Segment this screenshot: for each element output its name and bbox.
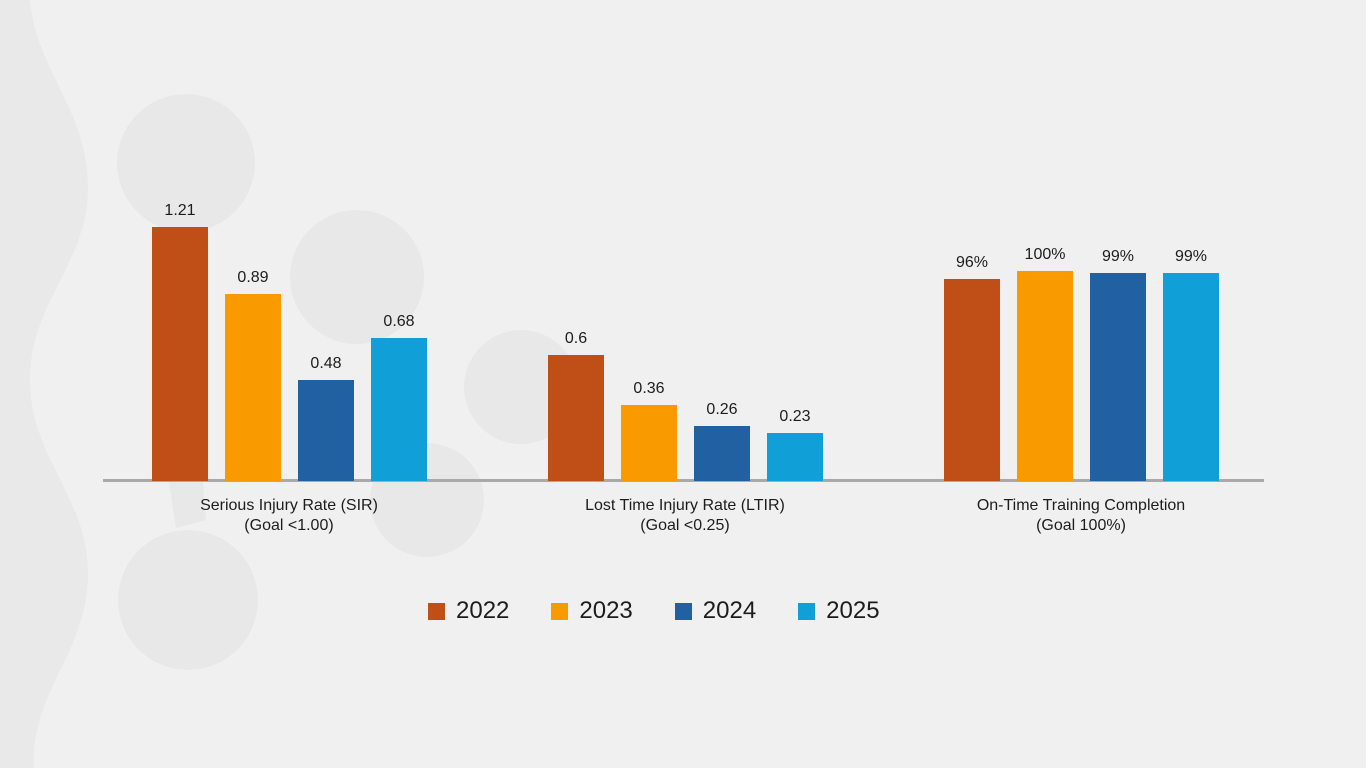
bar-2022-group3 [944, 279, 1000, 481]
bar-2025-group2 [767, 433, 823, 481]
bar-2024-group2 [694, 426, 750, 481]
bar-wrap-2023-group3: 100% [1017, 246, 1073, 481]
bar-wrap-2023-group2: 0.36 [621, 380, 677, 481]
legend-label: 2024 [702, 597, 757, 624]
bar-2025-group1 [371, 338, 427, 481]
bar-value-label: 0.68 [383, 313, 415, 330]
category-label-2: Lost Time Injury Rate (LTIR) (Goal <0.25) [495, 496, 875, 536]
bar-value-label: 100% [1024, 246, 1066, 263]
bar-group-2: 0.6 0.36 0.26 0.23 [548, 330, 823, 481]
bar-value-label: 0.6 [564, 330, 588, 347]
bar-value-label: 99% [1101, 248, 1135, 265]
bar-wrap-2022-group2: 0.6 [548, 330, 604, 481]
bar-wrap-2023-group1: 0.89 [225, 269, 281, 481]
legend-label: 2025 [826, 597, 880, 624]
legend-item-2023: 2023 [551, 597, 633, 625]
category-goal: (Goal 100%) [1036, 517, 1126, 534]
decor-blob [118, 530, 258, 670]
bar-wrap-2025-group2: 0.23 [767, 408, 823, 481]
decor-blob [117, 94, 255, 232]
bar-wrap-2024-group3: 99% [1090, 248, 1146, 481]
bar-value-label: 99% [1174, 248, 1208, 265]
bar-value-label: 0.23 [779, 408, 811, 425]
bar-2025-group3 [1163, 273, 1219, 481]
bar-2024-group3 [1090, 273, 1146, 481]
legend-item-2022: 2022 [428, 597, 509, 625]
bar-2022-group2 [548, 355, 604, 481]
decor-blob [290, 210, 424, 344]
bar-value-label: 0.48 [310, 355, 342, 372]
legend-swatch-icon [551, 602, 569, 620]
legend-item-2025: 2025 [798, 597, 880, 625]
legend-label: 2022 [456, 597, 510, 624]
bar-value-label: 1.21 [164, 202, 196, 219]
bar-wrap-2025-group1: 0.68 [371, 313, 427, 481]
bar-2023-group1 [225, 294, 281, 481]
decor-blob [0, 0, 88, 768]
bar-2022-group1 [152, 227, 208, 481]
bar-group-3: 96% 100% 99% 99% [944, 246, 1219, 481]
bar-value-label: 0.26 [706, 401, 738, 418]
category-title: Lost Time Injury Rate (LTIR) [585, 497, 785, 514]
bar-2023-group3 [1017, 271, 1073, 481]
bar-wrap-2025-group3: 99% [1163, 248, 1219, 481]
bar-2024-group1 [298, 380, 354, 481]
bar-wrap-2022-group1: 1.21 [152, 202, 208, 481]
bar-2023-group2 [621, 405, 677, 481]
category-label-3: On-Time Training Completion (Goal 100%) [891, 496, 1271, 536]
category-title: On-Time Training Completion [976, 497, 1186, 514]
legend-label: 2023 [579, 597, 633, 624]
legend-swatch-icon [428, 602, 445, 620]
legend-swatch-icon [798, 602, 816, 620]
bar-group-1: 1.21 0.89 0.48 0.68 [152, 202, 427, 481]
category-goal: (Goal <1.00) [244, 517, 334, 534]
legend-swatch-icon [674, 602, 692, 620]
bar-value-label: 0.36 [633, 380, 665, 397]
chart-legend: 2022 2023 2024 2025 [428, 597, 880, 625]
bar-wrap-2022-group3: 96% [944, 254, 1000, 481]
category-goal: (Goal <0.25) [640, 517, 730, 534]
bar-value-label: 96% [955, 254, 989, 271]
category-label-1: Serious Injury Rate (SIR) (Goal <1.00) [99, 496, 479, 536]
bar-value-label: 0.89 [237, 269, 269, 286]
category-title: Serious Injury Rate (SIR) [200, 497, 378, 514]
x-axis-line [103, 479, 1264, 482]
bar-wrap-2024-group1: 0.48 [298, 355, 354, 481]
legend-item-2024: 2024 [674, 597, 757, 625]
bar-wrap-2024-group2: 0.26 [694, 401, 750, 481]
